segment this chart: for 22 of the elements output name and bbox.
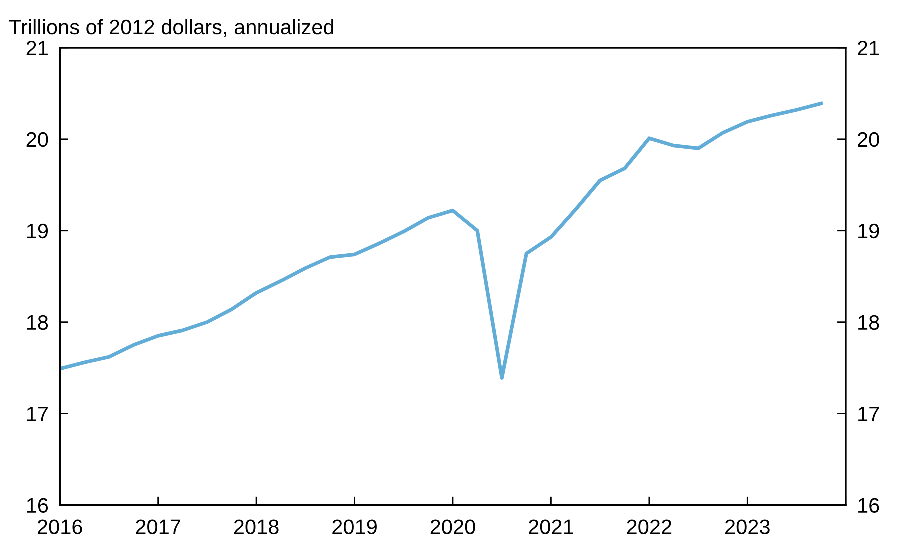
y2-tick-label: 20 <box>858 132 880 148</box>
x-tick-label: 2017 <box>136 520 180 534</box>
x-tick-label: 2021 <box>529 520 574 534</box>
y-tick-label: 20 <box>26 132 48 148</box>
x-tick-label: 2022 <box>627 520 672 534</box>
x-tick-label: 2018 <box>234 520 279 534</box>
y-tick-label: 21 <box>26 40 48 56</box>
y-tick-label: 17 <box>27 407 48 422</box>
line-series <box>60 102 824 380</box>
y2-tick-label: 21 <box>858 40 880 56</box>
x-tick-label: 2023 <box>726 520 770 534</box>
y2-tick-label: 18 <box>858 315 880 330</box>
y-tick-label: 18 <box>27 315 48 330</box>
y-axis-title: Trillions of 2012 dollars, annualized <box>9 19 334 38</box>
x-tick-label: 2019 <box>332 520 377 534</box>
y-tick-label: 16 <box>27 498 48 514</box>
y2-tick-label: 16 <box>858 498 880 514</box>
y2-tick-label: 19 <box>858 224 880 239</box>
x-tick-label: 2016 <box>38 520 82 534</box>
y2-tick-label: 17 <box>858 407 880 422</box>
y-tick-label: 19 <box>27 224 48 239</box>
x-tick-label: 2020 <box>430 520 476 534</box>
